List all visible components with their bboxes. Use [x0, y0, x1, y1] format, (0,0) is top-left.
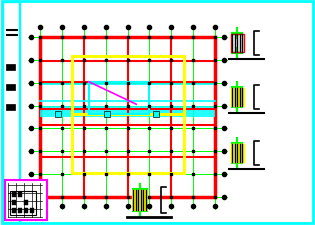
Bar — [40, 38, 215, 197]
Bar — [5, 180, 47, 220]
Bar — [6, 85, 15, 91]
Bar — [89, 82, 148, 114]
Bar — [54, 111, 60, 117]
Bar — [12, 200, 16, 205]
Bar — [4, 4, 18, 221]
Bar — [104, 111, 110, 117]
Bar — [2, 2, 20, 223]
Bar — [10, 191, 36, 215]
Bar — [132, 190, 147, 210]
Bar — [30, 208, 34, 213]
Bar — [24, 208, 28, 213]
Bar — [72, 57, 184, 173]
Bar — [18, 208, 22, 213]
Bar — [231, 89, 244, 106]
Bar — [6, 105, 15, 110]
Bar — [40, 106, 215, 117]
Bar — [24, 200, 28, 205]
Bar — [152, 111, 158, 117]
Bar — [231, 35, 244, 53]
Bar — [231, 144, 244, 162]
Bar — [40, 82, 215, 86]
Bar — [12, 192, 16, 197]
Bar — [6, 65, 15, 71]
Bar — [231, 144, 244, 162]
Bar — [12, 208, 16, 213]
Bar — [18, 192, 22, 197]
